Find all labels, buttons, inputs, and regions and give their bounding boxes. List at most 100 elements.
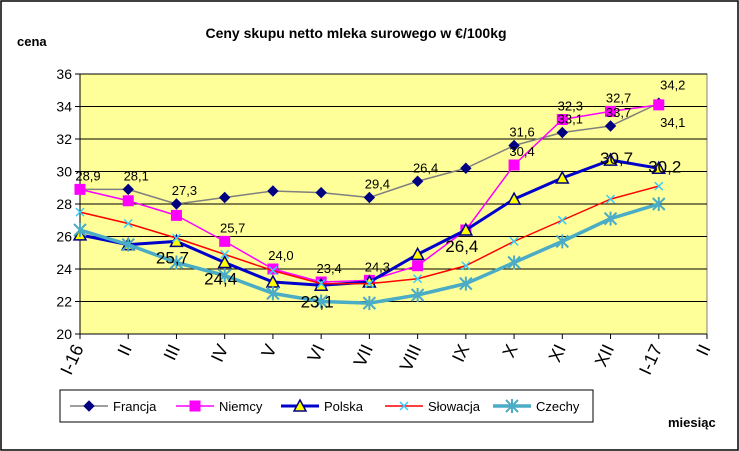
data-point: [123, 218, 133, 229]
data-point: [171, 233, 181, 243]
data-point: [411, 175, 424, 187]
legend-item: Polska: [281, 398, 364, 414]
data-label: 31,6: [509, 125, 534, 140]
data-label: 34,1: [660, 115, 685, 130]
data-point: [459, 276, 473, 291]
y-tick-label: 36: [56, 66, 72, 82]
data-point: [364, 279, 374, 289]
data-label: 30,7: [600, 149, 633, 168]
y-tick-label: 28: [56, 196, 72, 212]
legend-marker: [399, 401, 409, 411]
data-label: 26,4: [413, 160, 438, 175]
data-point: [557, 215, 567, 225]
legend-item: Czechy: [493, 399, 580, 414]
data-point: [508, 139, 520, 152]
data-point: [556, 126, 569, 139]
legend-item: Słowacja: [385, 399, 481, 414]
data-point: [412, 260, 424, 272]
data-label: 27,3: [172, 183, 197, 198]
data-point: [652, 197, 666, 211]
y-tick-label: 34: [56, 99, 72, 115]
data-point: [217, 254, 232, 269]
data-point: [122, 183, 134, 196]
legend-label: Francja: [113, 399, 157, 414]
legend-label: Polska: [324, 399, 364, 414]
data-label: 24,0: [268, 248, 293, 263]
data-point: [170, 209, 182, 221]
series-group: [72, 97, 667, 311]
data-point: [603, 211, 618, 226]
data-point: [506, 191, 522, 205]
legend-marker: [83, 400, 95, 412]
data-point: [121, 237, 135, 252]
x-tick-label: IX: [448, 341, 473, 365]
data-point: [460, 162, 472, 174]
y-tick-label: 32: [56, 131, 72, 147]
x-tick-label: XI: [545, 341, 570, 365]
series-francja: [74, 97, 665, 210]
data-point: [654, 181, 664, 191]
data-point: [653, 99, 665, 111]
x-axis-label: miesiąc: [668, 415, 716, 430]
data-label: 24,3: [365, 259, 390, 274]
x-tick-label: VI: [303, 341, 328, 365]
data-label: 23,1: [301, 292, 334, 311]
data-point: [220, 249, 230, 259]
data-label: 23,4: [316, 261, 341, 276]
data-point: [556, 114, 568, 125]
data-label: 30,4: [509, 144, 534, 159]
data-point: [170, 198, 183, 210]
data-label: 32,7: [606, 90, 631, 105]
data-point: [267, 185, 279, 197]
data-label: 29,4: [365, 177, 390, 192]
data-point: [363, 191, 376, 204]
data-point: [508, 159, 520, 171]
data-point: [509, 236, 519, 246]
data-point: [555, 234, 570, 249]
data-label: 24,4: [204, 270, 237, 289]
data-point: [315, 186, 327, 199]
data-point: [266, 286, 280, 301]
data-point: [314, 294, 328, 309]
data-point: [268, 266, 278, 276]
data-point: [413, 274, 423, 284]
data-label: 28,9: [75, 168, 100, 183]
series-czechy: [73, 197, 666, 311]
data-labels: 28,9 28,1 27,3 25,7 24,0 23,4 29,4 24,3 26,4 31,6…: [75, 77, 685, 311]
data-point: [122, 195, 134, 207]
data-point: [74, 183, 86, 195]
data-point: [605, 105, 617, 117]
data-point: [410, 246, 425, 261]
data-point: [507, 255, 521, 270]
data-point: [458, 222, 474, 236]
y-tick-label: 20: [56, 326, 72, 342]
data-point: [75, 207, 85, 217]
legend: Francja Niemcy Polska Słowacja Czechy: [59, 389, 594, 423]
legend-marker: [292, 398, 308, 412]
data-label: 25,7: [156, 248, 189, 267]
legend-label: Niemcy: [219, 399, 263, 414]
data-point: [169, 255, 184, 270]
y-tick-label: 24: [56, 261, 72, 277]
y-tick-label: 30: [56, 164, 72, 180]
data-point: [461, 261, 471, 271]
y-axis-label: cena: [17, 34, 47, 49]
data-label: 26,4: [445, 237, 478, 256]
data-point: [218, 191, 231, 204]
legend-label: Słowacja: [428, 399, 481, 414]
chart-title: Ceny skupu netto mleka surowego w €/100k…: [205, 25, 506, 41]
data-point: [410, 288, 425, 302]
data-label: 34,2: [660, 77, 685, 92]
y-tick-label: 22: [56, 294, 72, 310]
data-label: 33,7: [606, 105, 631, 120]
data-point: [217, 268, 232, 283]
data-label: 33,1: [558, 112, 583, 127]
data-label: 25,7: [220, 220, 245, 235]
data-point: [316, 279, 326, 289]
data-point: [603, 152, 618, 166]
series-słowacja: [75, 181, 664, 289]
legend-marker: [189, 400, 201, 412]
legend-item: Niemcy: [176, 399, 263, 414]
